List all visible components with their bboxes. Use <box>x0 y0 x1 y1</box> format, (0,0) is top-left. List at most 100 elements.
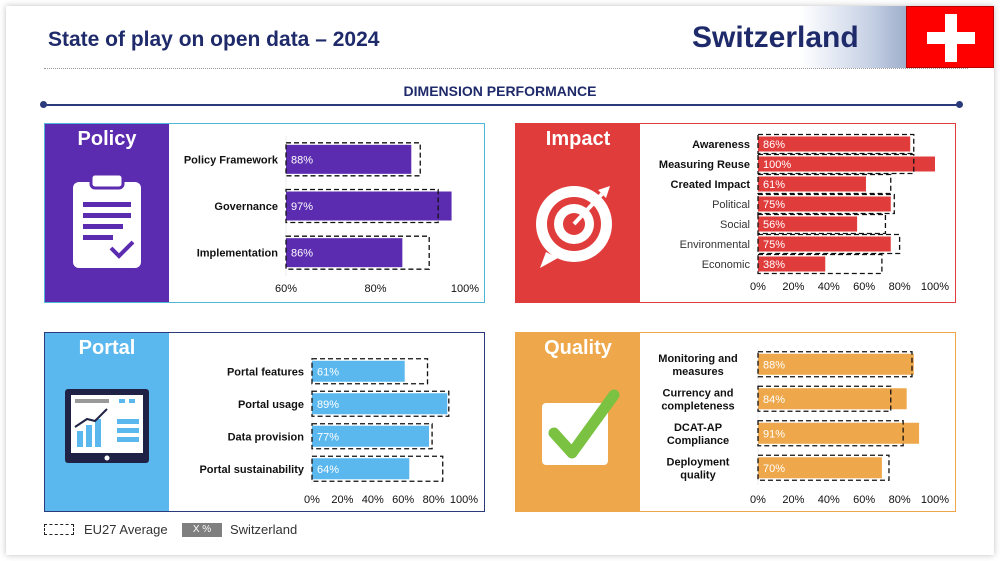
category-label: Awareness <box>692 139 750 151</box>
quality-title: Quality <box>544 337 612 359</box>
category-label: measures <box>672 366 723 378</box>
section-rule <box>44 104 960 106</box>
bar <box>286 238 403 268</box>
bar <box>758 156 935 172</box>
x-tick-label: 100% <box>921 494 949 506</box>
country-name: Switzerland <box>692 21 859 54</box>
category-label: Implementation <box>197 248 279 260</box>
data-label: 97% <box>291 201 313 213</box>
data-label: 100% <box>763 159 791 171</box>
x-tick-label: 60% <box>275 283 297 295</box>
target-arrow-icon <box>536 186 612 268</box>
portal-sidebar: Portal <box>45 333 169 511</box>
category-label: Portal features <box>227 366 304 378</box>
impact-chart: 86% Awareness 100% Measuring Reuse 61% Create… <box>659 133 949 293</box>
x-tick-label: 80% <box>364 283 386 295</box>
category-label: Measuring Reuse <box>659 159 750 171</box>
x-tick-label: 100% <box>451 283 479 295</box>
impact-sidebar: Impact <box>516 124 640 302</box>
portal-chart: 61% Portal features 89% Portal usage 77% Data… <box>199 355 478 506</box>
eu-average-outline <box>311 390 450 417</box>
data-label: 56% <box>763 219 785 231</box>
data-label: 86% <box>763 139 785 151</box>
x-tick-label: 20% <box>782 494 804 506</box>
data-label: 75% <box>763 199 785 211</box>
data-label: 86% <box>291 248 313 260</box>
data-label: 89% <box>317 399 339 411</box>
bar <box>312 360 405 382</box>
x-tick-label: 100% <box>450 494 478 506</box>
data-label: 84% <box>763 394 785 406</box>
eu-average-outline <box>757 385 892 412</box>
bar <box>758 196 891 212</box>
x-tick-label: 60% <box>853 281 875 293</box>
eu-average-outline <box>757 253 883 275</box>
eu-average-outline <box>757 133 915 155</box>
eu-average-outline <box>757 213 887 235</box>
category-label: Deployment <box>667 456 730 468</box>
category-label: Portal sustainability <box>199 464 304 476</box>
data-label: 77% <box>317 431 339 443</box>
x-tick-label: 20% <box>782 281 804 293</box>
legend-value-swatch: X % <box>182 523 222 537</box>
bar <box>758 236 891 252</box>
policy-panel: Policy 88% Policy Framework 97% Governance 8… <box>44 123 485 303</box>
eu-average-outline <box>757 420 904 447</box>
data-label: 64% <box>317 464 339 476</box>
category-label: Environmental <box>680 239 750 251</box>
x-tick-label: 80% <box>889 281 911 293</box>
legend-eu-label: EU27 Average <box>84 522 168 537</box>
x-tick-label: 60% <box>392 494 414 506</box>
x-tick-label: 20% <box>331 494 353 506</box>
category-label: Social <box>720 219 750 231</box>
eu-average-outline <box>757 153 915 175</box>
x-tick-label: 80% <box>889 494 911 506</box>
clipboard-check-icon <box>73 172 141 268</box>
bar <box>758 256 826 272</box>
data-label: 38% <box>763 259 785 271</box>
category-label: Policy Framework <box>184 154 279 166</box>
checkbox-check-icon <box>542 389 620 465</box>
x-tick-label: 40% <box>362 494 384 506</box>
category-label: Economic <box>702 259 751 271</box>
eu-average-outline <box>757 173 892 195</box>
x-tick-label: 40% <box>818 281 840 293</box>
data-label: 61% <box>317 366 339 378</box>
policy-title: Policy <box>77 128 137 150</box>
bar <box>758 353 914 375</box>
data-label: 70% <box>763 463 785 475</box>
bar <box>286 191 452 221</box>
x-tick-label: 0% <box>750 281 766 293</box>
quality-panel: Quality 88% Monitoring and measures 84% Curr… <box>515 332 956 512</box>
category-label: DCAT-AP <box>674 422 722 434</box>
data-label: 91% <box>763 428 785 440</box>
bar <box>312 458 410 480</box>
bar <box>758 176 866 192</box>
category-label: Governance <box>214 201 278 213</box>
category-label: Created Impact <box>671 179 751 191</box>
x-tick-label: 80% <box>423 494 445 506</box>
legend-eu-swatch <box>44 524 74 535</box>
category-label: Political <box>712 199 750 211</box>
category-label: Data provision <box>228 431 305 443</box>
category-label: Currency and <box>663 387 734 399</box>
eu-average-outline <box>311 455 444 482</box>
policy-sidebar: Policy <box>45 124 169 302</box>
category-label: Compliance <box>667 435 729 447</box>
eu-average-outline <box>285 188 439 224</box>
swiss-flag-icon <box>906 6 994 68</box>
data-label: 88% <box>291 154 313 166</box>
bar <box>758 136 911 152</box>
eu-average-outline <box>285 142 421 177</box>
x-tick-label: 60% <box>853 494 875 506</box>
legend-country-label: Switzerland <box>230 522 298 537</box>
eu-average-outline <box>757 193 895 215</box>
portal-panel: Portal 61% Portal features 89% Portal usage… <box>44 332 485 512</box>
category-label: quality <box>680 469 716 481</box>
x-tick-label: 0% <box>750 494 766 506</box>
category-label: completeness <box>661 400 734 412</box>
eu-average-outline <box>311 358 429 385</box>
data-label: 61% <box>763 179 785 191</box>
page-title: State of play on open data – 2024 <box>48 28 380 51</box>
